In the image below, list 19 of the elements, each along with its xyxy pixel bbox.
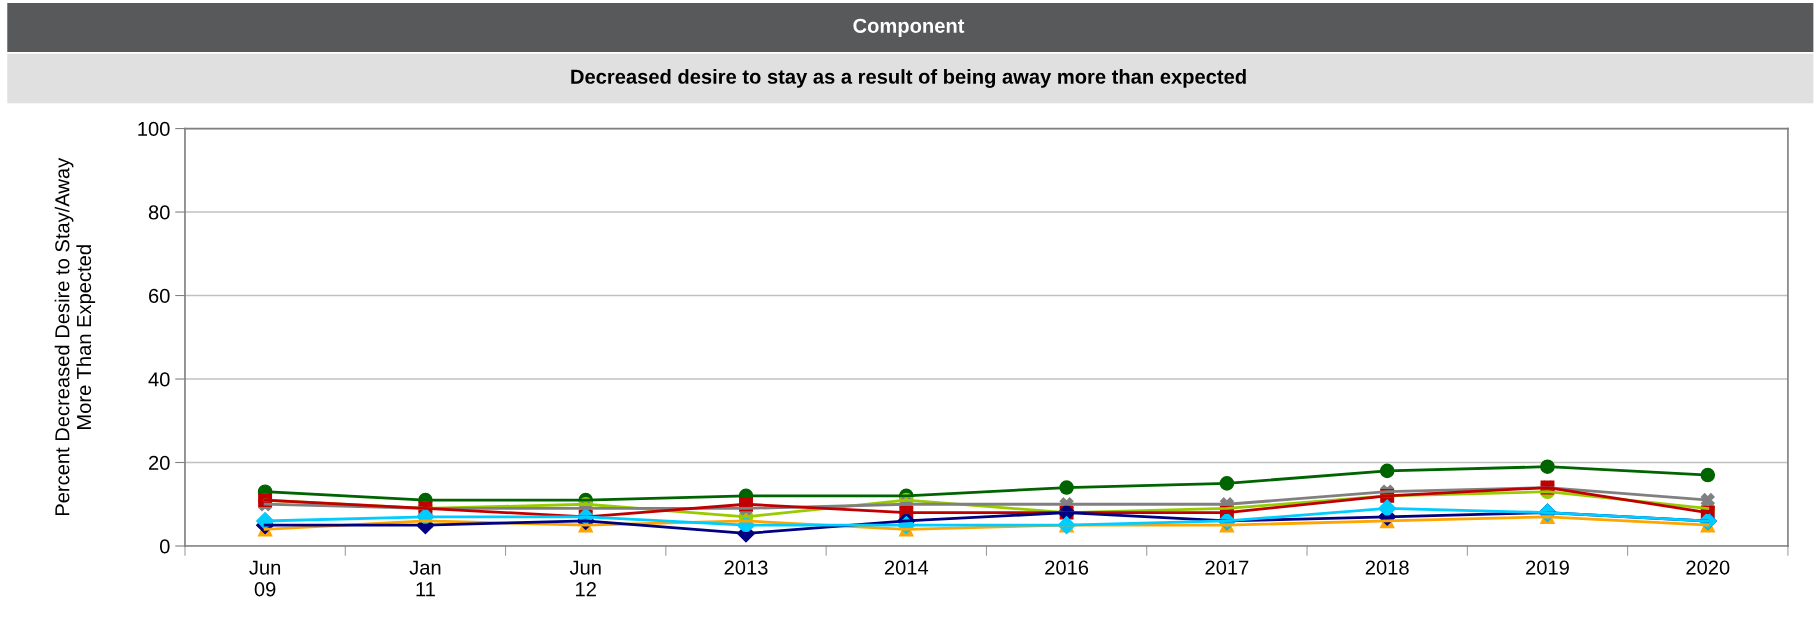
x-tick-label: Jan 11 xyxy=(409,560,441,597)
x-tick-label: 2014 xyxy=(884,560,929,575)
x-tick-label: 2018 xyxy=(1365,560,1409,575)
y-tick-label: 0 xyxy=(159,539,170,554)
y-tick-label: 20 xyxy=(149,455,170,471)
x-tick-label: Jun 12 xyxy=(569,560,601,597)
x-tick-label: 2016 xyxy=(1045,560,1089,575)
y-tick-label: 100 xyxy=(138,121,170,137)
x-tick-label: 2017 xyxy=(1205,560,1249,575)
x-tick-label: 2013 xyxy=(724,560,768,575)
x-tick-label: Jun 09 xyxy=(249,560,281,597)
chart-subtitle: Decreased desire to stay as a result of being away more than expected xyxy=(571,69,1246,88)
y-axis-title: Percent Decreased Desire to Stay/Away More Than Expected xyxy=(54,157,96,516)
y-tick-label: 40 xyxy=(148,372,170,387)
x-tick-label: 2019 xyxy=(1526,560,1569,575)
x-tick-label: 2020 xyxy=(1686,560,1730,575)
y-tick-label: 80 xyxy=(148,205,170,220)
y-tick-label: 60 xyxy=(149,288,170,304)
chart-title: Component xyxy=(853,18,965,37)
